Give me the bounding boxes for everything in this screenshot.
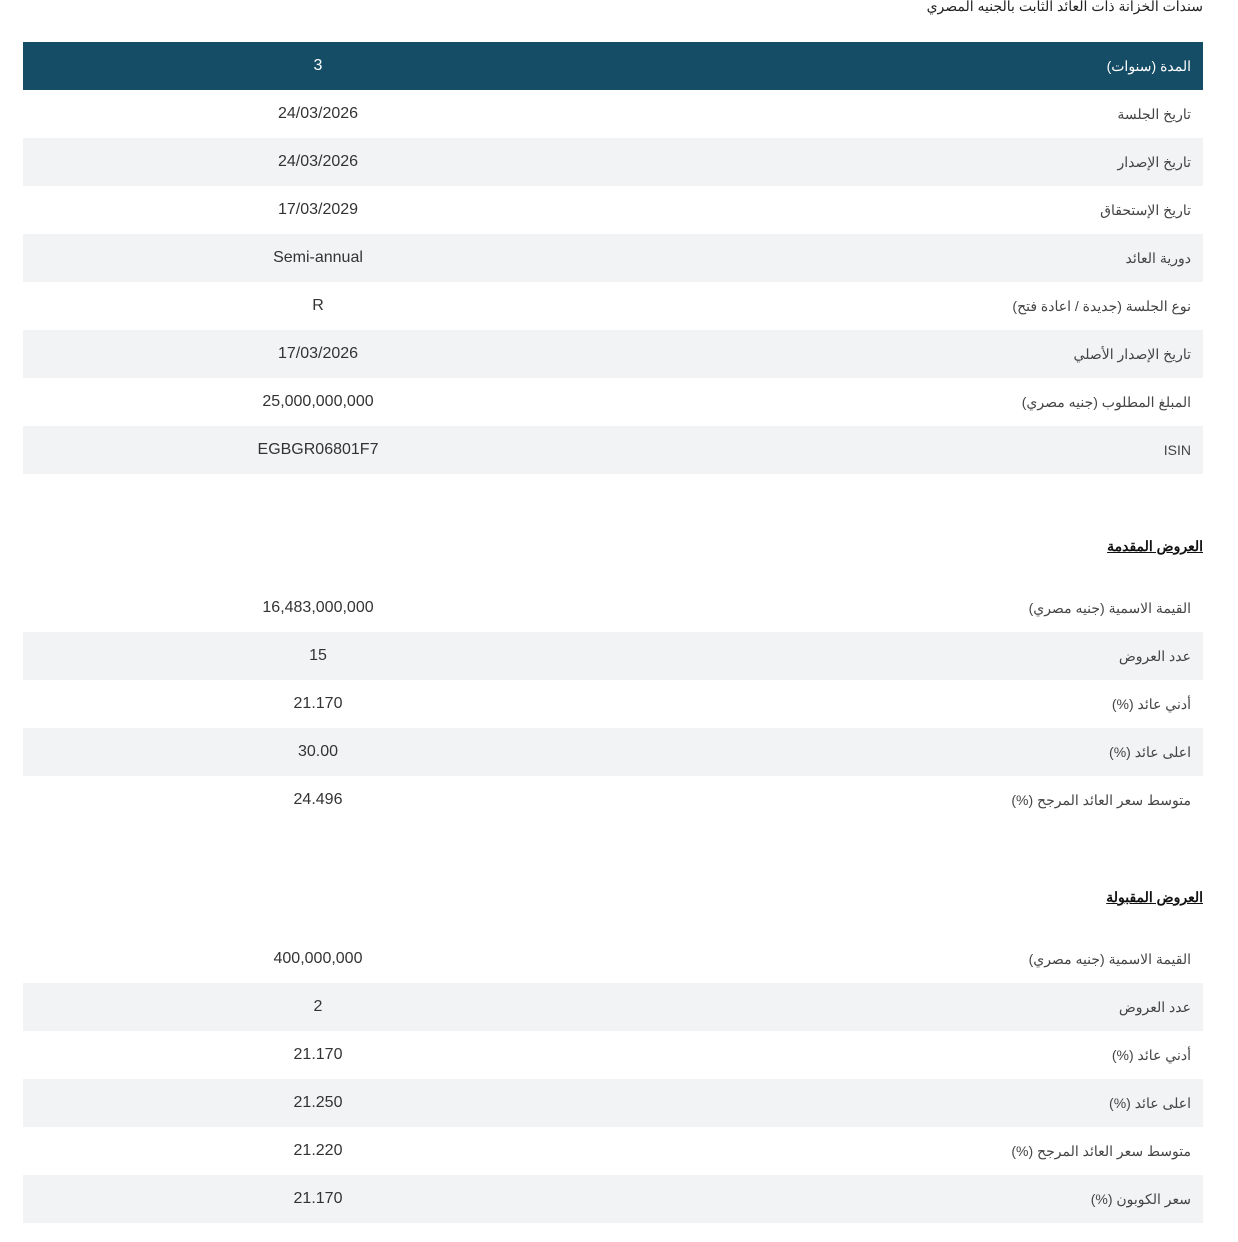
accepted-table: 400,000,000 القيمة الاسمية (جنيه مصري) 2 عد… xyxy=(23,935,1203,1223)
table-row: 2 عدد العروض xyxy=(23,983,1203,1031)
details-table: 3 المدة (سنوات) 24/03/2026 تاريخ الجلسة 24/0… xyxy=(23,42,1203,474)
row-label: المدة (سنوات) xyxy=(1106,57,1191,74)
row-value: 30.00 xyxy=(297,743,339,760)
row-value: 24.496 xyxy=(293,791,343,808)
row-value: 21.250 xyxy=(293,1094,343,1111)
submitted-heading: العروض المقدمة xyxy=(1107,538,1203,554)
row-value: 17/03/2026 xyxy=(277,345,359,362)
row-label: متوسط سعر العائد المرجح (%) xyxy=(1011,791,1191,808)
table-row: 400,000,000 القيمة الاسمية (جنيه مصري) xyxy=(23,935,1203,983)
table-row: 16,483,000,000 القيمة الاسمية (جنيه مصري) xyxy=(23,584,1203,632)
row-value: 17/03/2029 xyxy=(277,201,359,218)
row-value: 21.170 xyxy=(293,1190,343,1207)
table-row: Semi-annual دورية العائد xyxy=(23,234,1203,282)
row-value: 400,000,000 xyxy=(273,950,363,967)
row-value: 3 xyxy=(313,57,323,74)
row-label: عدد العروض xyxy=(1118,998,1191,1015)
table-row: 17/03/2029 تاريخ الإستحقاق xyxy=(23,186,1203,234)
table-row: EGBGR06801F7 ISIN xyxy=(23,426,1203,474)
row-value: 25,000,000,000 xyxy=(262,393,374,410)
table-row: 25,000,000,000 المبلغ المطلوب (جنيه مصري) xyxy=(23,378,1203,426)
table-row: 21.170 أدني عائد (%) xyxy=(23,680,1203,728)
table-row: 24.496 متوسط سعر العائد المرجح (%) xyxy=(23,776,1203,824)
row-value: 21.170 xyxy=(293,695,343,712)
table-row: 24/03/2026 تاريخ الإصدار xyxy=(23,138,1203,186)
table-row: 21.170 أدني عائد (%) xyxy=(23,1031,1203,1079)
row-label: تاريخ الإصدار xyxy=(1117,153,1191,170)
row-label: متوسط سعر العائد المرجح (%) xyxy=(1011,1142,1191,1159)
row-label: اعلى عائد (%) xyxy=(1109,1094,1191,1111)
row-value: EGBGR06801F7 xyxy=(257,441,379,458)
table-row: 21.220 متوسط سعر العائد المرجح (%) xyxy=(23,1127,1203,1175)
row-label: نوع الجلسة (جديدة / اعادة فتح) xyxy=(1012,297,1191,314)
row-label: أدني عائد (%) xyxy=(1111,1046,1191,1063)
accepted-heading: العروض المقبولة xyxy=(1106,889,1203,905)
table-row: 15 عدد العروض xyxy=(23,632,1203,680)
row-value: 21.170 xyxy=(293,1046,343,1063)
row-label: المبلغ المطلوب (جنيه مصري) xyxy=(1021,393,1191,410)
submitted-table: 16,483,000,000 القيمة الاسمية (جنيه مصري)… xyxy=(23,584,1203,824)
row-label: عدد العروض xyxy=(1118,647,1191,664)
row-value: Semi-annual xyxy=(273,249,363,266)
row-label: ISIN xyxy=(1163,442,1191,458)
table-row: 21.170 سعر الكوبون (%) xyxy=(23,1175,1203,1223)
row-value: 24/03/2026 xyxy=(277,153,359,170)
page-title: سندات الخزانة ذات العائد الثابت بالجنيه … xyxy=(926,0,1203,14)
row-value: 24/03/2026 xyxy=(277,105,359,122)
row-label: دورية العائد xyxy=(1125,249,1191,266)
row-value: 15 xyxy=(309,647,327,664)
row-value: 2 xyxy=(313,998,323,1015)
row-label: القيمة الاسمية (جنيه مصري) xyxy=(1028,950,1191,967)
row-value: R xyxy=(312,297,324,314)
row-label: أدني عائد (%) xyxy=(1111,695,1191,712)
table-row: 21.250 اعلى عائد (%) xyxy=(23,1079,1203,1127)
row-label: تاريخ الإصدار الأصلي xyxy=(1073,345,1191,362)
row-label: اعلى عائد (%) xyxy=(1109,743,1191,760)
row-label: سعر الكوبون (%) xyxy=(1090,1190,1191,1207)
row-value: 21.220 xyxy=(293,1142,343,1159)
row-label: تاريخ الإستحقاق xyxy=(1100,201,1191,218)
table-row: R نوع الجلسة (جديدة / اعادة فتح) xyxy=(23,282,1203,330)
row-label: القيمة الاسمية (جنيه مصري) xyxy=(1028,599,1191,616)
table-row: 30.00 اعلى عائد (%) xyxy=(23,728,1203,776)
row-value: 16,483,000,000 xyxy=(262,599,374,616)
table-row: 3 المدة (سنوات) xyxy=(23,42,1203,90)
table-row: 24/03/2026 تاريخ الجلسة xyxy=(23,90,1203,138)
table-row: 17/03/2026 تاريخ الإصدار الأصلي xyxy=(23,330,1203,378)
row-label: تاريخ الجلسة xyxy=(1117,105,1191,122)
